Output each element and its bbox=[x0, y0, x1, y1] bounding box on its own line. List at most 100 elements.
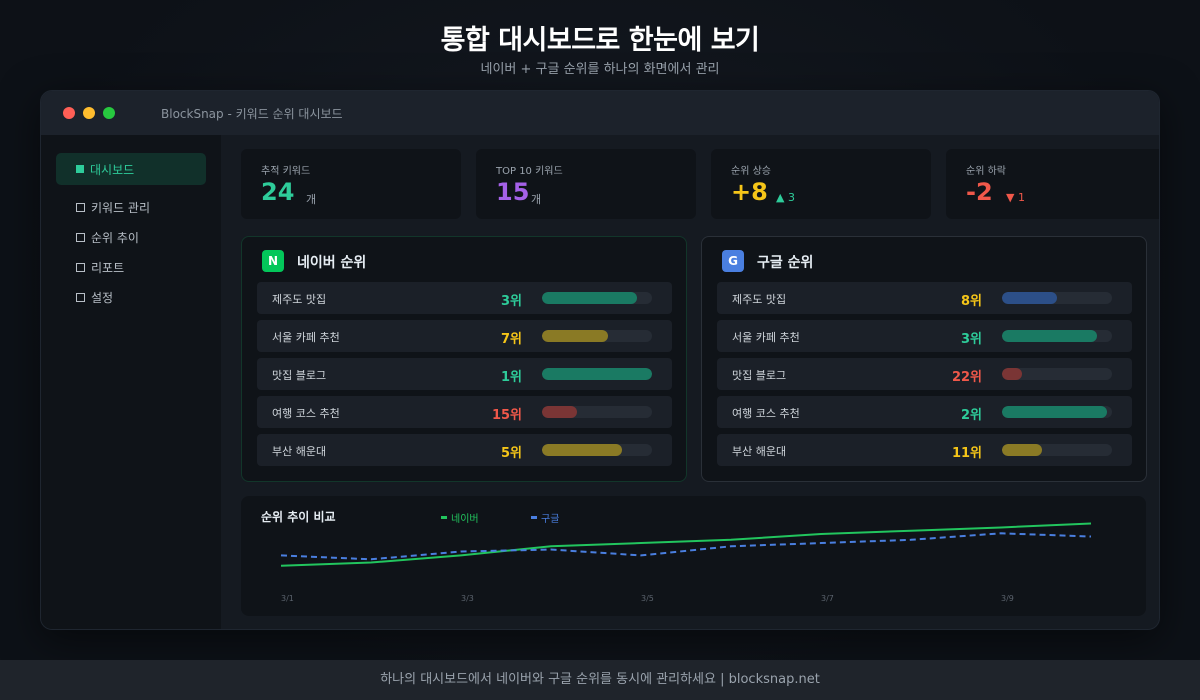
footer: 하나의 대시보드에서 네이버와 구글 순위를 동시에 관리하세요 | block… bbox=[0, 660, 1200, 700]
stat-value: -2 bbox=[966, 178, 993, 206]
panel-title: 네이버 순위 bbox=[297, 255, 367, 271]
rank-bar-fill bbox=[542, 444, 623, 456]
rank-bar-track bbox=[1002, 330, 1112, 342]
filled-square-icon bbox=[76, 165, 84, 173]
stat-unit: 개 bbox=[306, 193, 317, 206]
series-line-naver bbox=[280, 522, 1092, 567]
maximize-window-button[interactable] bbox=[103, 107, 115, 119]
rank-row[interactable]: 제주도 맛집 8위 bbox=[717, 282, 1132, 314]
square-icon bbox=[76, 263, 85, 272]
panel-title: 구글 순위 bbox=[757, 255, 814, 271]
square-icon bbox=[76, 233, 85, 242]
sidebar-item-label: 리포트 bbox=[91, 261, 125, 275]
rank-value: 3위 bbox=[500, 294, 522, 309]
rank-row[interactable]: 맛집 블로그 22위 bbox=[717, 358, 1132, 390]
rank-bar-track bbox=[1002, 368, 1112, 380]
square-icon bbox=[76, 203, 85, 212]
hero-title: 통합 대시보드로 한눈에 보기 bbox=[440, 25, 760, 56]
rank-bar-fill bbox=[542, 368, 652, 380]
legend-label: 네이버 bbox=[451, 514, 479, 525]
rank-row[interactable]: 부산 해운대 11위 bbox=[717, 434, 1132, 466]
rank-bar-track bbox=[542, 330, 652, 342]
stat-label: TOP 10 키워드 bbox=[496, 166, 563, 177]
trend-svg: 3/1 3/3 3/5 3/7 3/9 bbox=[280, 522, 1092, 603]
x-tick-label: 3/3 bbox=[461, 594, 474, 603]
stat-value: 24 bbox=[261, 178, 295, 206]
sidebar-item-report[interactable]: 리포트 bbox=[76, 259, 124, 276]
rank-trend-chart: 순위 추이 비교 네이버 구글 3/1 3/3 3/5 3/7 3/9 bbox=[241, 496, 1146, 616]
keyword-label: 여행 코스 추천 bbox=[272, 407, 340, 420]
chart-title: 순위 추이 비교 bbox=[261, 510, 336, 524]
legend-swatch bbox=[441, 516, 447, 519]
rank-bar-fill bbox=[1002, 368, 1022, 380]
stat-label: 순위 상승 bbox=[731, 166, 771, 177]
stat-card-rank-down: 순위 하락 -2 ▼ 1 bbox=[946, 149, 1159, 219]
sidebar-item-label: 키워드 관리 bbox=[91, 201, 151, 215]
sidebar-item-rank-trend[interactable]: 순위 추이 bbox=[76, 229, 139, 246]
rank-row[interactable]: 여행 코스 추천 2위 bbox=[717, 396, 1132, 428]
stat-label: 순위 하락 bbox=[966, 166, 1006, 177]
series-line-google bbox=[280, 532, 1092, 561]
rank-value: 2위 bbox=[960, 408, 982, 423]
rank-value: 3위 bbox=[960, 332, 982, 347]
keyword-label: 부산 해운대 bbox=[732, 445, 787, 458]
rank-bar-track bbox=[542, 444, 652, 456]
rank-bar-track bbox=[1002, 406, 1112, 418]
rank-row[interactable]: 여행 코스 추천 15위 bbox=[257, 396, 672, 428]
rank-bar-fill bbox=[542, 330, 608, 342]
x-tick-label: 3/9 bbox=[1001, 594, 1014, 603]
sidebar-item-label: 설정 bbox=[91, 291, 114, 305]
square-icon bbox=[76, 293, 85, 302]
rank-row[interactable]: 서울 카페 추천 3위 bbox=[717, 320, 1132, 352]
stat-unit: 개 bbox=[531, 193, 542, 206]
rank-value: 15위 bbox=[491, 408, 522, 423]
naver-rank-panel: N 네이버 순위 제주도 맛집 3위 서울 카페 추천 7위 맛집 블로그 1위 여행 코스… bbox=[241, 236, 687, 482]
sidebar-item-label: 순위 추이 bbox=[91, 231, 139, 245]
keyword-label: 서울 카페 추천 bbox=[272, 331, 340, 344]
stat-card-tracked: 추적 키워드 24 개 bbox=[241, 149, 461, 219]
rank-value: 8위 bbox=[960, 294, 982, 309]
x-tick-label: 3/7 bbox=[821, 594, 834, 603]
rank-value: 1위 bbox=[500, 370, 522, 385]
stat-change: ▼ 1 bbox=[1006, 191, 1025, 204]
x-tick-label: 3/1 bbox=[281, 594, 294, 603]
sidebar-item-label: 대시보드 bbox=[90, 162, 135, 177]
stat-value: 15 bbox=[496, 178, 530, 206]
stat-label: 추적 키워드 bbox=[261, 166, 311, 177]
keyword-label: 맛집 블로그 bbox=[732, 369, 787, 382]
rank-bar-track bbox=[1002, 444, 1112, 456]
app-window: BlockSnap - 키워드 순위 대시보드 대시보드 키워드 관리 순위 추… bbox=[40, 90, 1160, 630]
keyword-label: 제주도 맛집 bbox=[272, 293, 327, 306]
rank-bar-track bbox=[542, 406, 652, 418]
window-title: BlockSnap - 키워드 순위 대시보드 bbox=[161, 106, 343, 121]
keyword-label: 맛집 블로그 bbox=[272, 369, 327, 382]
sidebar: 대시보드 키워드 관리 순위 추이 리포트 설정 bbox=[41, 135, 221, 629]
sidebar-item-dashboard[interactable]: 대시보드 bbox=[56, 153, 206, 185]
stat-value: +8 bbox=[731, 178, 768, 206]
rank-row[interactable]: 부산 해운대 5위 bbox=[257, 434, 672, 466]
rank-row[interactable]: 서울 카페 추천 7위 bbox=[257, 320, 672, 352]
legend-swatch bbox=[531, 516, 537, 519]
rank-bar-fill bbox=[1002, 292, 1057, 304]
stat-change: ▲ 3 bbox=[776, 191, 795, 204]
keyword-label: 부산 해운대 bbox=[272, 445, 327, 458]
legend-google: 구글 bbox=[531, 510, 559, 525]
close-window-button[interactable] bbox=[63, 107, 75, 119]
rank-value: 7위 bbox=[500, 332, 522, 347]
rank-value: 22위 bbox=[951, 370, 982, 385]
sidebar-item-settings[interactable]: 설정 bbox=[76, 289, 113, 306]
minimize-window-button[interactable] bbox=[83, 107, 95, 119]
rank-bar-fill bbox=[1002, 330, 1097, 342]
rank-bar-track bbox=[542, 292, 652, 304]
rank-value: 11위 bbox=[951, 446, 982, 461]
rank-bar-track bbox=[1002, 292, 1112, 304]
stat-card-top10: TOP 10 키워드 15 개 bbox=[476, 149, 696, 219]
rank-row[interactable]: 제주도 맛집 3위 bbox=[257, 282, 672, 314]
google-logo-icon: G bbox=[722, 250, 744, 272]
rank-bar-fill bbox=[542, 406, 578, 418]
rank-value: 5위 bbox=[500, 446, 522, 461]
sidebar-item-keywords[interactable]: 키워드 관리 bbox=[76, 199, 150, 216]
rank-row[interactable]: 맛집 블로그 1위 bbox=[257, 358, 672, 390]
